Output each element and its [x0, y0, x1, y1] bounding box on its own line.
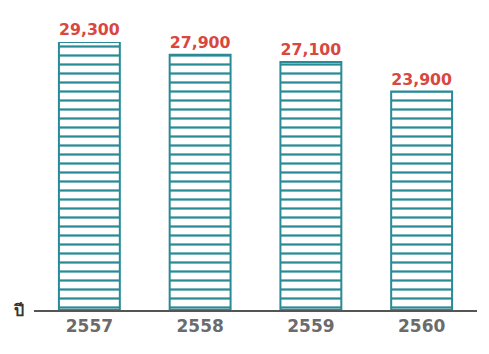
svg-text:29,300: 29,300 [59, 20, 120, 39]
svg-text:2559: 2559 [287, 316, 334, 336]
svg-text:2558: 2558 [176, 316, 223, 336]
svg-text:2557: 2557 [66, 316, 113, 336]
svg-text:27,100: 27,100 [280, 40, 341, 59]
svg-text:23,900: 23,900 [391, 70, 452, 89]
svg-text:ปี: ปี [13, 301, 24, 320]
svg-text:2560: 2560 [398, 316, 445, 336]
svg-text:27,900: 27,900 [170, 33, 231, 52]
